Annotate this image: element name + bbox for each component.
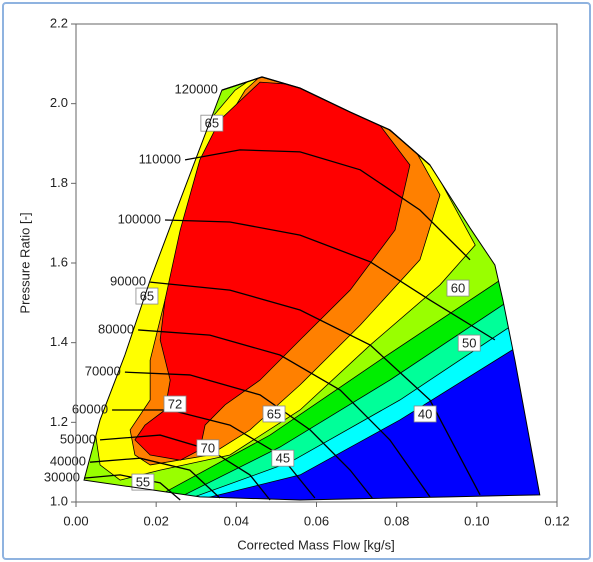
speed-line bbox=[138, 329, 431, 498]
y-tick-label: 1.4 bbox=[50, 334, 68, 349]
contour-label-box bbox=[271, 449, 295, 467]
contour-label-box bbox=[446, 279, 470, 297]
contour-label-box bbox=[196, 439, 220, 457]
y-axis-label: Pressure Ratio [-] bbox=[17, 212, 32, 313]
contour-label: 70 bbox=[201, 440, 215, 455]
speed-line bbox=[150, 281, 481, 496]
map-outline bbox=[83, 76, 541, 501]
speed-label: 120000 bbox=[175, 82, 218, 97]
contour-label: 60 bbox=[451, 281, 465, 296]
speed-line bbox=[89, 457, 221, 499]
contour-label-box bbox=[413, 405, 437, 423]
contour-label-box bbox=[131, 473, 155, 491]
speed-label: 100000 bbox=[118, 211, 161, 226]
x-tick-label: 0.04 bbox=[224, 513, 249, 528]
x-tick-label: 0.08 bbox=[384, 513, 409, 528]
contour-label-box bbox=[163, 395, 187, 413]
y-tick-label: 1.0 bbox=[50, 493, 68, 508]
x-tick-label: 0.12 bbox=[544, 513, 569, 528]
labels: 120000 110000 100000 90000 80000 70000 60000 50… bbox=[44, 82, 481, 491]
speed-line bbox=[164, 219, 496, 341]
contour-label: 50 bbox=[462, 336, 476, 351]
contour-label: 55 bbox=[136, 475, 150, 490]
speed-label: 90000 bbox=[110, 274, 146, 289]
contour-label-box bbox=[457, 334, 481, 352]
speed-label: 80000 bbox=[98, 321, 134, 336]
y-tick-label: 2.2 bbox=[50, 15, 68, 30]
contour-label: 45 bbox=[276, 451, 290, 466]
speed-label: 30000 bbox=[44, 470, 80, 485]
speed-label: 60000 bbox=[72, 401, 108, 416]
speed-line bbox=[184, 149, 471, 261]
contour-label-box bbox=[135, 287, 159, 305]
y-tick-label: 1.6 bbox=[50, 254, 68, 269]
x-axis-label: Corrected Mass Flow [kg/s] bbox=[237, 537, 395, 552]
y-tick-label: 1.8 bbox=[50, 175, 68, 190]
speed-line bbox=[112, 409, 316, 499]
x-tick-label: 0.10 bbox=[464, 513, 489, 528]
contour-label: 72 bbox=[168, 396, 182, 411]
speed-label: 70000 bbox=[85, 364, 121, 379]
speed-label: 50000 bbox=[60, 431, 96, 446]
contour-label-box bbox=[262, 405, 286, 423]
speed-label: 110000 bbox=[139, 151, 181, 166]
y-tick-label: 1.2 bbox=[50, 414, 68, 429]
y-tick-label: 2.0 bbox=[50, 95, 68, 110]
contour-label: 65 bbox=[267, 406, 281, 421]
speed-label: 40000 bbox=[50, 454, 86, 469]
contour-label: 40 bbox=[418, 406, 432, 421]
x-tick-label: 0.02 bbox=[144, 513, 169, 528]
x-tick-label: 0.06 bbox=[304, 513, 329, 528]
x-tick-label: 0.00 bbox=[63, 513, 88, 528]
